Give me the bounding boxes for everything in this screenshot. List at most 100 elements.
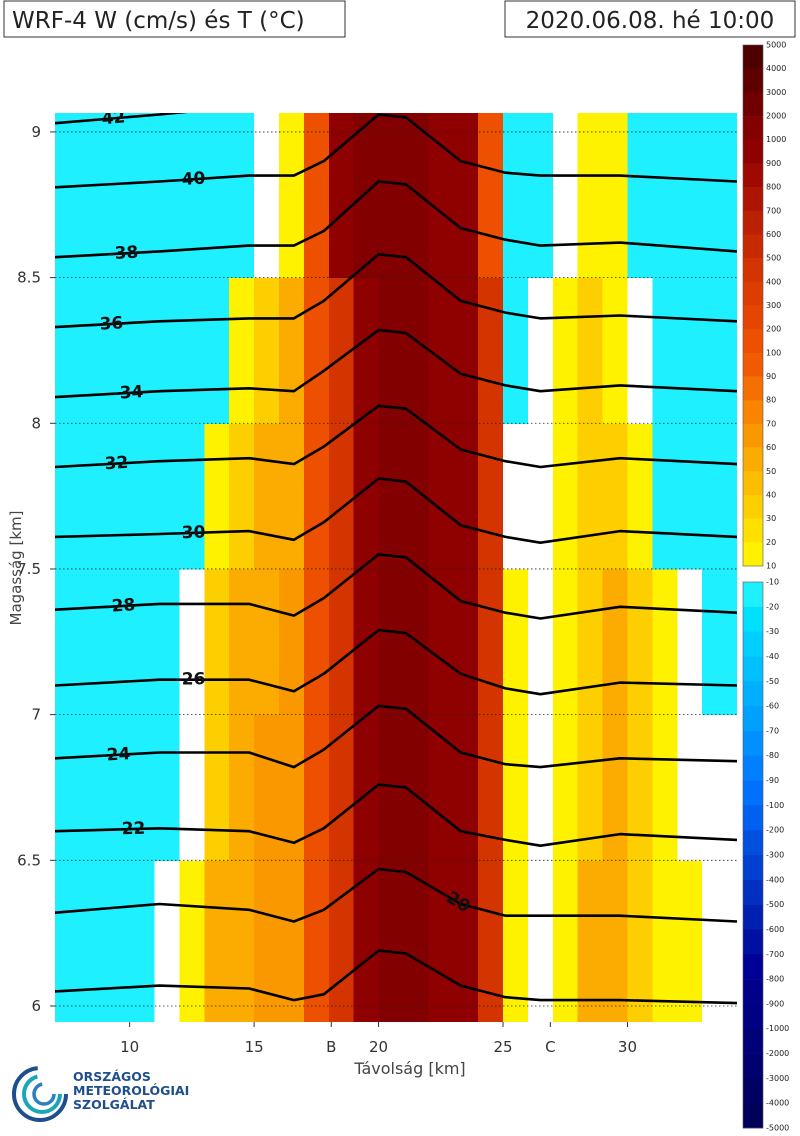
colorbar-label: 70 [766,419,776,428]
field-cell [303,423,330,570]
colorbar-segment [743,210,763,235]
colorbar-segment [743,755,763,781]
field-cell [677,860,703,1022]
field-cell [279,860,305,1022]
field-cell [104,277,131,424]
field-cell [552,860,579,1022]
isotherm [55,113,189,125]
colorbar-label: 60 [766,443,776,452]
field-cell [79,277,106,424]
field-cell [727,568,737,716]
colorbar-segment [743,518,763,543]
field-cell [303,568,330,716]
field-cell [303,277,330,424]
field-cell [503,568,529,716]
field-cell [627,568,653,716]
y-tick-label: 6.5 [17,851,41,869]
chart-title: WRF-4 W (cm/s) és T (°C) [12,8,305,34]
field-cell [55,568,81,716]
colorbar-label: -70 [766,726,779,735]
field-cell [229,860,255,1022]
colorbar-label: 5000 [766,41,786,50]
field-cell [204,277,230,424]
colorbar-segment [743,1078,763,1104]
field-cell [577,860,604,1022]
isotherm-label: -28 [104,595,136,617]
colorbar-segment [743,855,763,881]
field-cell [353,113,380,279]
field-cell [627,423,653,570]
field-cell [129,568,156,716]
field-cell [328,423,355,570]
field-cell [378,860,404,1022]
logo-ring [32,1082,56,1106]
colorbar-label: -50 [766,677,779,686]
field-cell [104,423,131,570]
field-cell [602,113,628,279]
x-tick-label: C [545,1038,555,1056]
colorbar-segment [743,68,763,93]
field-cell [627,860,653,1022]
field-cell [577,423,604,570]
field-cell [279,277,305,424]
field-cell [204,423,230,570]
colorbar-segment [743,542,763,567]
x-tick-label: B [326,1038,336,1056]
colorbar-label: -200 [766,826,784,835]
field-cell [104,568,131,716]
isotherm [55,253,737,329]
field-cell [328,860,355,1022]
field-cell [353,860,380,1022]
colorbar-label: -3000 [766,1074,789,1083]
field-cell [577,113,604,279]
field-cell [478,277,504,424]
colorbar-segment [743,730,763,757]
field-cell [652,568,678,716]
colorbar-label: 3000 [766,88,786,97]
colorbar-label: -20 [766,602,779,611]
field-cell [627,714,653,861]
field-cell [204,568,230,716]
field-cell [229,277,255,424]
field-cell [552,113,579,279]
colorbar-label: 2000 [766,112,786,121]
chart-subtitle: 2020.06.08. hé 10:00 [526,8,775,34]
colorbar-segment [743,582,763,608]
colorbar-label: -900 [766,999,784,1008]
field-cell [403,860,429,1022]
colorbar-segment [743,139,763,164]
field-cell [602,714,628,861]
isotherm-label: -42 [94,107,126,130]
colorbar-label: 30 [766,514,776,523]
x-tick-label: 10 [120,1038,139,1056]
field-cell [129,714,156,861]
colorbar-label: -40 [766,652,779,661]
field-cell [552,568,579,716]
field-cell [279,423,305,570]
field-cell [453,568,479,716]
isotherm-label: -36 [92,313,124,335]
field-cell [652,277,678,424]
colorbar-label: -700 [766,950,784,959]
field-cell [428,113,454,279]
field-cell [602,277,628,424]
date-box [504,0,796,38]
field-cell [104,113,131,279]
field-cell [652,860,678,1022]
field-cell [378,423,404,570]
isotherm-label: -22 [114,819,145,840]
field-cell [303,714,330,861]
colorbar-segment [743,45,763,69]
colorbar-segment [743,494,763,519]
y-tick-label: 7.5 [17,560,41,578]
colorbar-label: -600 [766,925,784,934]
field-cell [154,860,180,1022]
field-cell [527,860,554,1022]
field-cell [179,277,205,424]
field-cell [403,277,429,424]
colorbar-label: -100 [766,801,784,810]
colorbar-label: 80 [766,396,776,405]
x-axis-label: Távolság [km] [353,1059,465,1078]
field-cell [154,113,180,279]
field-cell [702,277,728,424]
